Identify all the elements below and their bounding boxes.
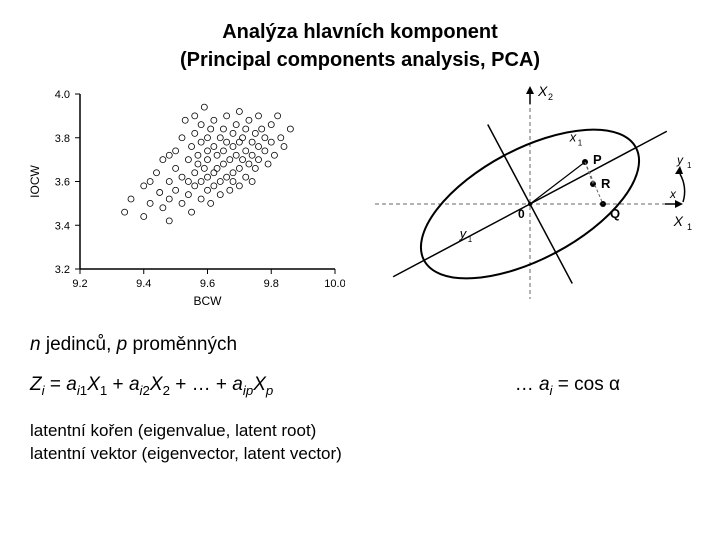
footnote-eigenvalue: latentní kořen (eigenvalue, latent root) bbox=[30, 420, 690, 443]
svg-text:9.2: 9.2 bbox=[72, 278, 87, 290]
title-line-1: Analýza hlavních komponent bbox=[0, 18, 720, 46]
footnotes: latentní kořen (eigenvalue, latent root)… bbox=[30, 420, 690, 466]
svg-text:X: X bbox=[537, 84, 548, 99]
scatter-plot: 9.2 9.4 9.6 9.8 10.0 3.2 3.4 3.6 3.8 4.0 BCW IOCW bbox=[25, 84, 345, 314]
svg-text:X: X bbox=[673, 213, 684, 229]
svg-text:1: 1 bbox=[687, 222, 692, 232]
svg-text:BCW: BCW bbox=[194, 294, 223, 308]
equation-lhs: Zi = ai1X1 + ai2X2 + … + aipXp bbox=[30, 374, 273, 398]
svg-text:P: P bbox=[593, 152, 602, 167]
svg-text:R: R bbox=[601, 176, 611, 191]
svg-text:x: x bbox=[569, 129, 577, 144]
title-line-2: (Principal components analysis, PCA) bbox=[0, 46, 720, 74]
svg-text:0: 0 bbox=[518, 207, 525, 221]
figures-row: 9.2 9.4 9.6 9.8 10.0 3.2 3.4 3.6 3.8 4.0 BCW IOCW X… bbox=[0, 74, 720, 314]
n-individuals-line: n jedinců, p proměnných bbox=[30, 334, 690, 356]
svg-text:9.4: 9.4 bbox=[136, 278, 151, 290]
svg-text:2: 2 bbox=[548, 92, 553, 102]
svg-text:y: y bbox=[676, 153, 684, 167]
svg-text:1: 1 bbox=[687, 161, 692, 170]
title-block: Analýza hlavních komponent (Principal co… bbox=[0, 0, 720, 74]
svg-text:Q: Q bbox=[610, 206, 620, 221]
svg-text:1: 1 bbox=[468, 235, 473, 244]
svg-text:3.4: 3.4 bbox=[55, 220, 70, 232]
svg-text:3.8: 3.8 bbox=[55, 133, 70, 145]
svg-text:9.6: 9.6 bbox=[200, 278, 215, 290]
equation-rhs: … ai = cos α bbox=[515, 374, 620, 398]
svg-text:y: y bbox=[459, 226, 468, 241]
text-block: n jedinců, p proměnných Zi = ai1X1 + ai2… bbox=[0, 314, 720, 466]
ellipse-diagram: X1X2y1x10PQRy1x bbox=[365, 84, 695, 314]
svg-text:1: 1 bbox=[578, 138, 583, 147]
svg-text:3.6: 3.6 bbox=[55, 177, 70, 189]
svg-text:IOCW: IOCW bbox=[28, 165, 42, 198]
svg-text:9.8: 9.8 bbox=[264, 278, 279, 290]
svg-text:x: x bbox=[669, 187, 677, 201]
footnote-eigenvector: latentní vektor (eigenvector, latent vec… bbox=[30, 443, 690, 466]
svg-text:3.2: 3.2 bbox=[55, 264, 70, 276]
svg-text:4.0: 4.0 bbox=[55, 89, 70, 101]
equation-row: Zi = ai1X1 + ai2X2 + … + aipXp … ai = co… bbox=[30, 374, 690, 398]
svg-text:10.0: 10.0 bbox=[324, 278, 345, 290]
